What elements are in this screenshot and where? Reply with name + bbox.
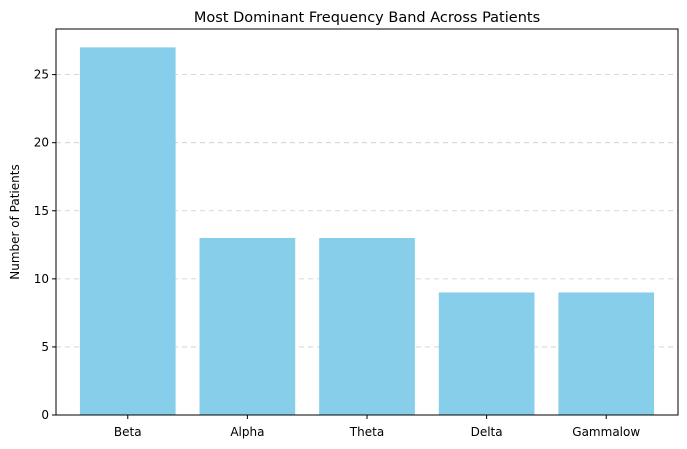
x-axis-ticks: Beta Alpha Theta Delta Gammalow — [114, 415, 640, 439]
x-tick-label: Theta — [349, 425, 384, 439]
bar-delta — [438, 292, 535, 415]
x-tick-label: Alpha — [230, 425, 264, 439]
y-axis-ticks: 0 5 10 15 20 25 — [34, 68, 56, 422]
x-tick-label: Beta — [114, 425, 142, 439]
x-tick-label: Delta — [471, 425, 503, 439]
y-tick-label: 0 — [41, 408, 49, 422]
bar-theta — [319, 237, 415, 415]
bar-gammalow — [558, 292, 655, 415]
y-tick-label: 15 — [34, 204, 49, 218]
bar-beta — [79, 47, 176, 415]
y-tick-label: 5 — [41, 340, 49, 354]
bar-alpha — [199, 237, 296, 415]
bars — [79, 47, 655, 415]
y-tick-label: 20 — [34, 136, 49, 150]
y-tick-label: 10 — [34, 272, 49, 286]
y-axis-label: Number of Patients — [8, 164, 22, 279]
chart-title: Most Dominant Frequency Band Across Pati… — [194, 10, 540, 26]
y-tick-label: 25 — [34, 68, 49, 82]
x-tick-label: Gammalow — [572, 425, 640, 439]
